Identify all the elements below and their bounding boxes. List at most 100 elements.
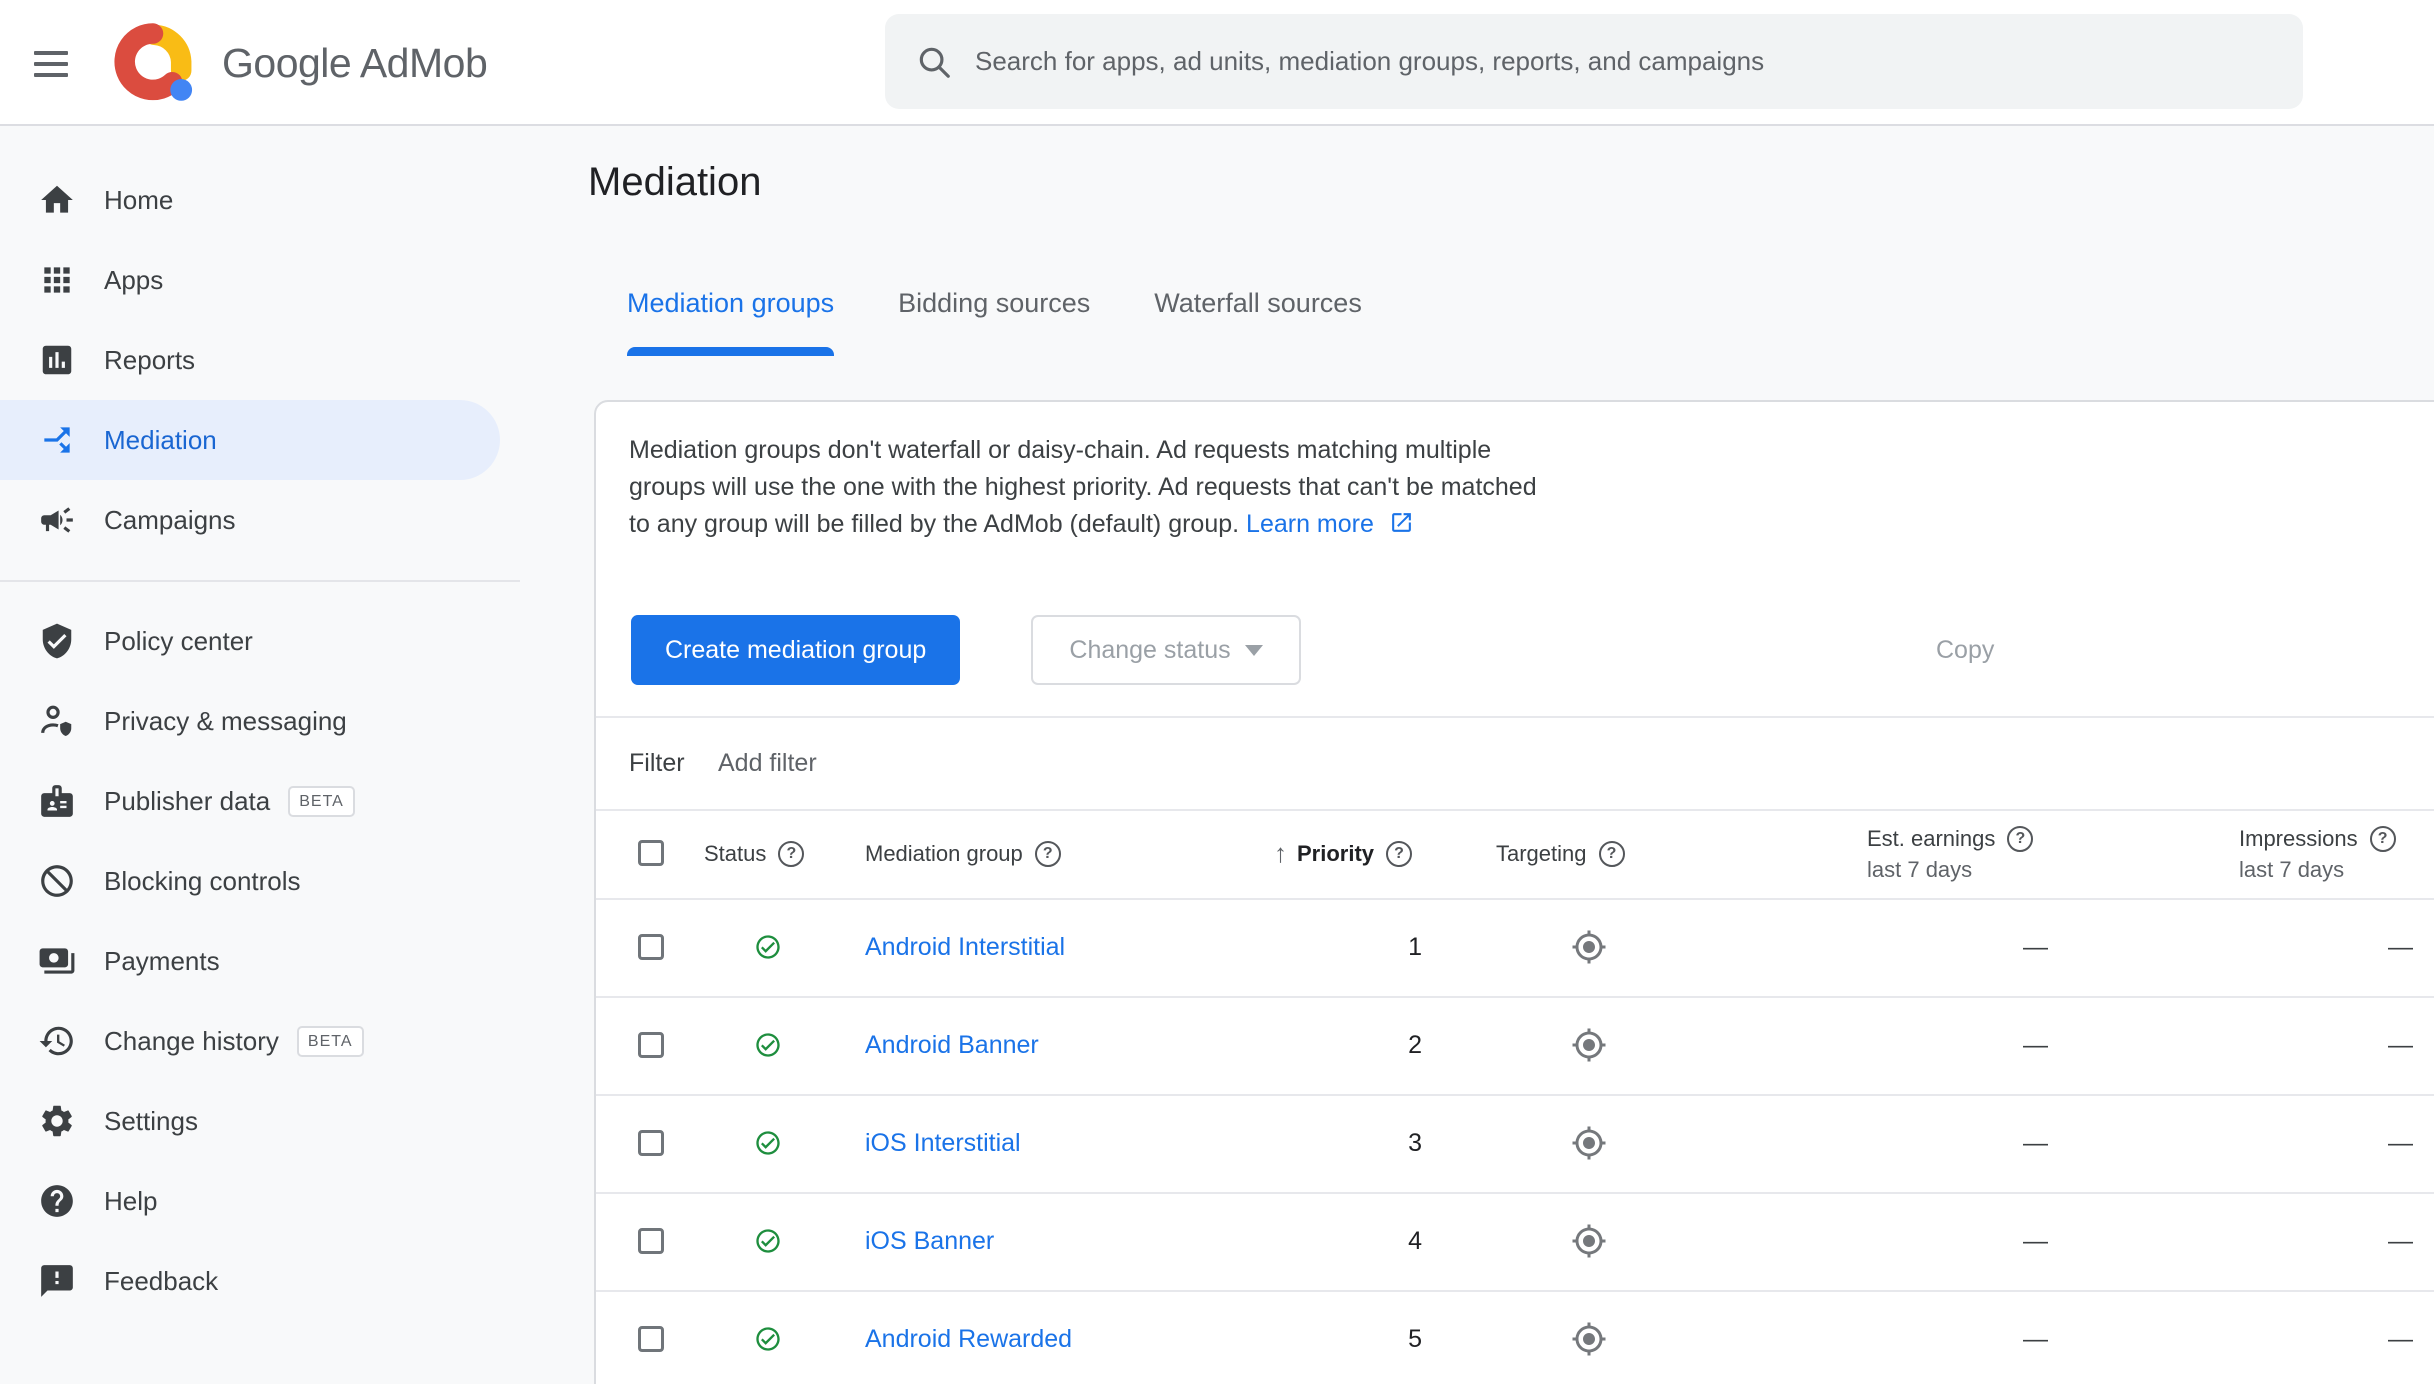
help-circle-icon — [41, 1185, 73, 1217]
table-row: Android Banner 2 — — — [596, 996, 2434, 1094]
create-mediation-group-button[interactable]: Create mediation group — [631, 615, 961, 685]
status-enabled-icon — [756, 1327, 780, 1351]
sidebar-item-reports[interactable]: Reports — [0, 320, 565, 400]
table-row: iOS Banner 4 — — — [596, 1192, 2434, 1290]
row-divider — [596, 996, 2434, 998]
help-icon[interactable]: ? — [2369, 825, 2396, 852]
est-earnings-value: — — [2023, 932, 2048, 961]
search-bar[interactable] — [885, 14, 2303, 109]
help-icon[interactable]: ? — [1034, 840, 1061, 867]
filter-label: Filter — [629, 749, 685, 777]
targeting-icon[interactable] — [1571, 1321, 1607, 1357]
sidebar-item-mediation[interactable]: Mediation — [0, 400, 565, 480]
help-icon[interactable]: ? — [1598, 840, 1625, 867]
row-checkbox[interactable] — [638, 1130, 664, 1156]
chevron-down-icon — [1244, 644, 1263, 656]
sidebar-item-campaigns[interactable]: Campaigns — [0, 480, 565, 560]
targeting-icon[interactable] — [1571, 929, 1607, 965]
sidebar-item-change-history[interactable]: Change history BETA — [0, 1001, 565, 1081]
feedback-bubble-icon — [41, 1265, 73, 1297]
external-link-icon — [1391, 513, 1411, 532]
est-earnings-value: — — [2023, 1030, 2048, 1059]
select-all-checkbox[interactable] — [638, 840, 664, 866]
add-filter-button[interactable]: Add filter — [718, 749, 817, 777]
top-header: Google AdMob — [0, 0, 2434, 126]
sidebar-item-home[interactable]: Home — [0, 160, 565, 240]
column-est-earnings[interactable]: Est. earnings? last 7 days — [1867, 823, 2034, 885]
mediation-group-link[interactable]: Android Interstitial — [865, 932, 1066, 961]
tab-bidding-sources[interactable]: Bidding sources — [898, 288, 1091, 318]
beta-badge: BETA — [288, 785, 355, 817]
divider — [596, 898, 2434, 900]
table-header: Status? Mediation group? ↑ Priority ? Ta… — [596, 809, 2434, 898]
divider — [596, 716, 2434, 718]
tab-waterfall-sources[interactable]: Waterfall sources — [1154, 288, 1362, 318]
help-icon[interactable]: ? — [2007, 825, 2034, 852]
sidebar: Home Apps Reports Mediation Campaigns — [0, 126, 565, 1384]
status-enabled-icon — [756, 1229, 780, 1253]
mediation-group-link[interactable]: Android Banner — [865, 1030, 1039, 1059]
sidebar-item-policy-center[interactable]: Policy center — [0, 601, 565, 681]
shield-check-icon — [42, 623, 72, 659]
menu-icon[interactable] — [34, 44, 72, 82]
help-icon[interactable]: ? — [1386, 840, 1413, 867]
page-title: Mediation — [588, 160, 762, 204]
row-checkbox[interactable] — [638, 1326, 664, 1352]
targeting-icon[interactable] — [1571, 1125, 1607, 1161]
est-earnings-value: — — [2023, 1128, 2048, 1157]
info-text: Mediation groups don't waterfall or dais… — [629, 436, 1537, 538]
est-earnings-value: — — [2023, 1324, 2048, 1353]
sidebar-item-settings[interactable]: Settings — [0, 1081, 565, 1161]
priority-value: 4 — [1408, 1226, 1422, 1255]
person-shield-icon — [41, 705, 72, 737]
learn-more-link[interactable]: Learn more — [1246, 510, 1374, 538]
column-status[interactable]: Status? — [704, 809, 805, 898]
row-checkbox[interactable] — [638, 1032, 664, 1058]
tab-bar: Mediation groups Bidding sources Waterfa… — [627, 276, 1426, 356]
change-status-button[interactable]: Change status — [1031, 615, 1301, 685]
filter-row: Filter Add filter — [596, 718, 2434, 809]
mediation-group-link[interactable]: iOS Banner — [865, 1226, 995, 1255]
mediation-split-icon — [44, 427, 70, 453]
sidebar-item-apps[interactable]: Apps — [0, 240, 565, 320]
block-icon — [41, 865, 73, 897]
column-impressions[interactable]: Impressions? last 7 days — [2239, 823, 2396, 885]
sidebar-item-help[interactable]: Help — [0, 1161, 565, 1241]
priority-value: 2 — [1408, 1030, 1422, 1059]
sidebar-item-blocking-controls[interactable]: Blocking controls — [0, 841, 565, 921]
impressions-value: — — [2388, 1030, 2413, 1059]
tab-mediation-groups[interactable]: Mediation groups — [627, 276, 835, 356]
targeting-icon[interactable] — [1571, 1223, 1607, 1259]
table-row: iOS Interstitial 3 — — — [596, 1094, 2434, 1192]
status-enabled-icon — [756, 1033, 780, 1057]
beta-badge: BETA — [296, 1025, 364, 1057]
help-icon[interactable]: ? — [778, 840, 805, 867]
divider — [596, 809, 2434, 811]
impressions-value: — — [2388, 1324, 2413, 1353]
sidebar-item-publisher-data[interactable]: Publisher data BETA — [0, 761, 565, 841]
column-targeting[interactable]: Targeting? — [1496, 809, 1625, 898]
row-divider — [596, 1290, 2434, 1292]
row-divider — [596, 1094, 2434, 1096]
sidebar-divider — [0, 580, 520, 582]
sort-ascending-icon: ↑ — [1274, 838, 1287, 868]
column-priority[interactable]: ↑ Priority ? — [1274, 809, 1413, 898]
gear-icon — [42, 1105, 72, 1137]
mediation-group-link[interactable]: iOS Interstitial — [865, 1128, 1021, 1157]
row-checkbox[interactable] — [638, 1228, 664, 1254]
column-mediation-group[interactable]: Mediation group? — [865, 809, 1061, 898]
status-enabled-icon — [756, 1131, 780, 1155]
targeting-icon[interactable] — [1571, 1027, 1607, 1063]
sidebar-item-privacy-messaging[interactable]: Privacy & messaging — [0, 681, 565, 761]
row-checkbox[interactable] — [638, 934, 664, 960]
admob-logo-icon[interactable] — [112, 22, 194, 104]
badge-icon — [41, 785, 73, 817]
history-clock-icon — [39, 1026, 73, 1056]
copy-button[interactable]: Copy — [1936, 635, 1995, 664]
sidebar-item-payments[interactable]: Payments — [0, 921, 565, 1001]
mediation-group-link[interactable]: Android Rewarded — [865, 1324, 1073, 1353]
search-input[interactable] — [975, 46, 2303, 77]
priority-value: 1 — [1408, 932, 1422, 961]
sidebar-item-feedback[interactable]: Feedback — [0, 1241, 565, 1321]
payments-icon — [39, 948, 75, 974]
